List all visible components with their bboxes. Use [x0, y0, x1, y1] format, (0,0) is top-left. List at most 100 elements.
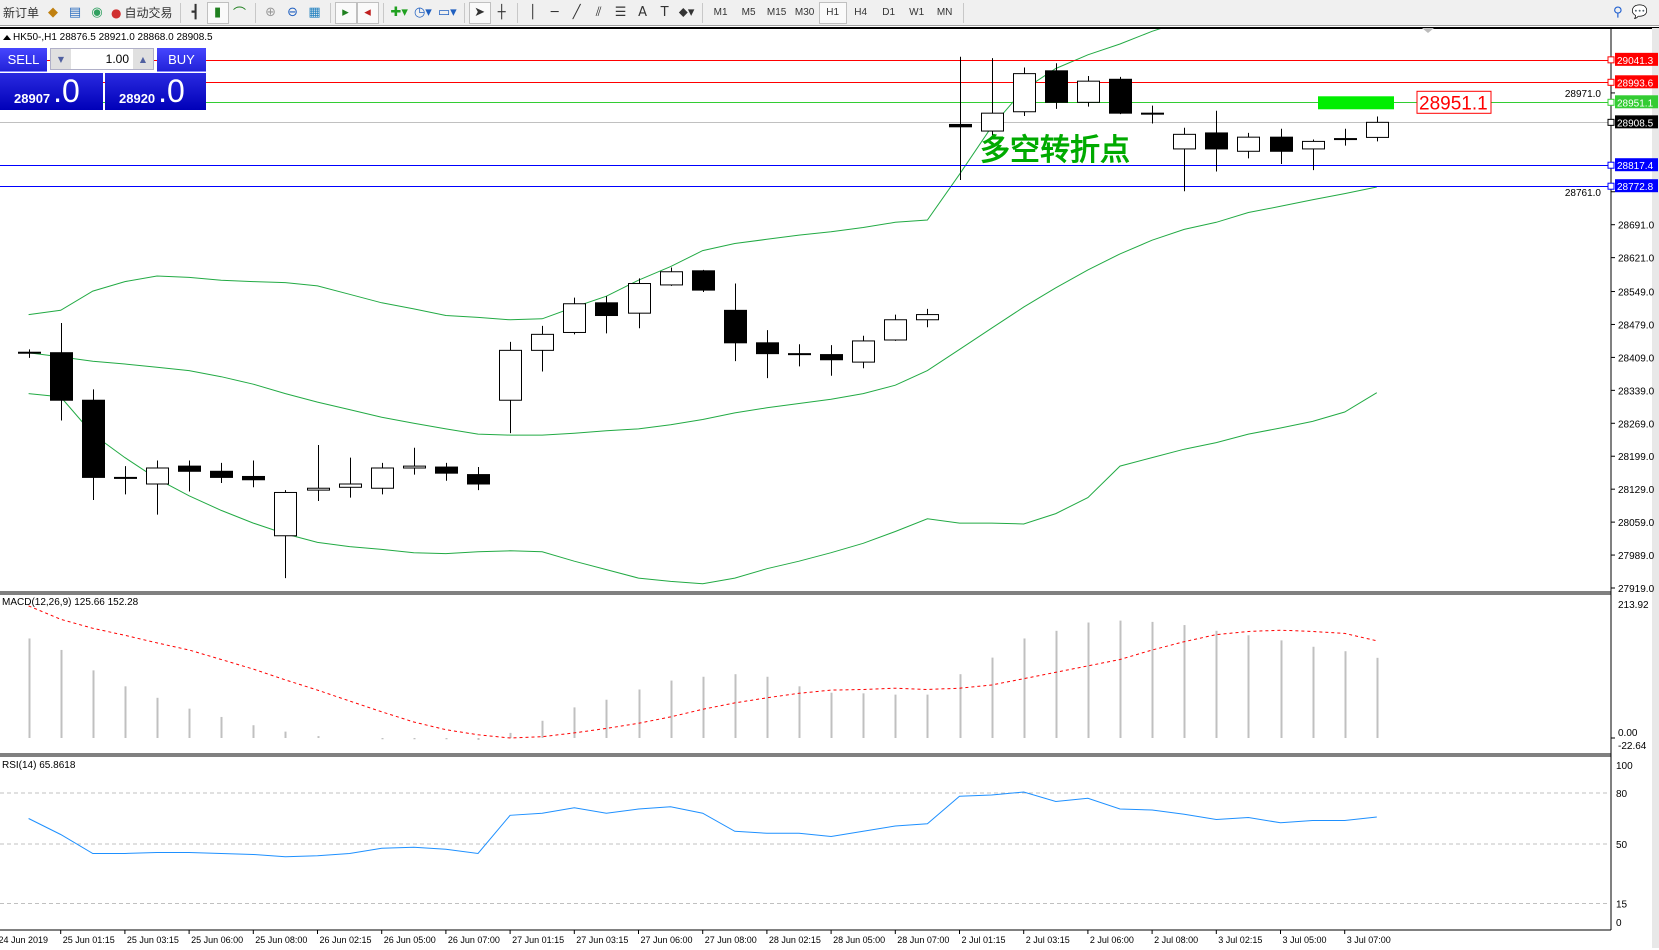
fibonacci-icon[interactable]: ☰	[614, 5, 627, 20]
hline-handle[interactable]	[1607, 78, 1615, 86]
timeframe-m15[interactable]: M15	[766, 7, 787, 18]
buy-price[interactable]: 28920 .0	[105, 73, 206, 110]
lot-size-input[interactable]: 1.00	[105, 52, 129, 66]
text-label-icon[interactable]: T	[660, 5, 669, 20]
candle	[1366, 116, 1389, 142]
price-tick-label: 28691.0	[1618, 221, 1655, 232]
price-label-box[interactable]	[1416, 90, 1492, 114]
candle	[178, 460, 201, 492]
signals-icon[interactable]: ◉	[91, 5, 103, 20]
marked-zone[interactable]	[1318, 96, 1394, 110]
chart-shift-icon[interactable]: ◂	[356, 1, 379, 24]
shift-marker-icon[interactable]	[1422, 28, 1434, 33]
rsi-label: RSI(14) 65.8618	[2, 760, 76, 771]
candle	[1173, 127, 1196, 192]
hline-handle[interactable]	[1607, 161, 1615, 169]
candle	[595, 296, 618, 334]
hline-handle[interactable]	[1607, 182, 1615, 190]
price-tick-label: 28409.0	[1618, 353, 1655, 364]
hline-label-bg	[1615, 52, 1658, 66]
macd-label: MACD(12,26,9) 125.66 152.28	[2, 597, 139, 608]
auto-scroll-icon[interactable]: ▸	[334, 1, 357, 24]
price-tick-label: 28971.0	[1565, 89, 1602, 100]
search-icon[interactable]: ⚲	[1613, 5, 1623, 20]
rsi-panel[interactable]	[0, 791, 1608, 904]
candle	[274, 490, 297, 579]
candle-body	[1173, 133, 1196, 150]
periods-icon[interactable]: ◷▾	[413, 5, 432, 20]
time-label: 27 Jun 08:00	[705, 935, 757, 945]
candle-body	[499, 349, 522, 401]
zoom-in-icon[interactable]: ⊕	[265, 5, 276, 20]
separator	[516, 2, 518, 23]
candle-body	[563, 303, 586, 333]
vertical-scrollbar[interactable]	[1652, 28, 1659, 948]
timeframe-d1[interactable]: D1	[882, 7, 896, 18]
chat-icon[interactable]: 💬	[1631, 5, 1648, 20]
candle-body	[756, 342, 779, 355]
templates-icon[interactable]: ▭▾	[437, 5, 457, 20]
time-label: 28 Jun 07:00	[897, 935, 949, 945]
price-panel[interactable]: 28951.1 多空转折点	[0, 26, 1611, 585]
navigator-icon[interactable]: ▤	[68, 5, 82, 20]
trendline-icon[interactable]: ╱	[572, 5, 581, 20]
sell-button[interactable]: SELL	[0, 48, 47, 72]
candle-body	[210, 470, 233, 478]
cursor-icon[interactable]: ➤	[468, 1, 491, 24]
line-chart-icon[interactable]: ⌒	[233, 7, 247, 22]
time-label: 28 Jun 05:00	[833, 935, 885, 945]
lot-increase-button[interactable]: ▲	[133, 49, 153, 69]
arrows-icon[interactable]: ⬥▾	[678, 5, 695, 20]
buy-button[interactable]: BUY	[157, 48, 206, 72]
horizontal-line-icon[interactable]: ─	[550, 5, 559, 20]
candle-body	[852, 340, 875, 363]
timeframe-mn[interactable]: MN	[936, 7, 953, 18]
time-label: 3 Jul 07:00	[1347, 935, 1391, 945]
hline-price-label: 28993.6	[1617, 78, 1654, 89]
market-watch-icon[interactable]: ◆	[48, 5, 59, 20]
candle-body	[274, 491, 297, 537]
text-icon[interactable]: A	[638, 5, 648, 20]
chart-info-text: HK50-,H1 28876.5 28921.0 28868.0 28908.5	[13, 32, 213, 43]
separator	[382, 2, 384, 23]
price-tick-label: 28129.0	[1618, 485, 1655, 496]
timeframe-bar: M1 M5 M15 M30 H1 H4 D1 W1 MN	[707, 1, 959, 24]
hline-handle[interactable]	[1607, 98, 1615, 106]
hline-price-label: 28908.5	[1617, 118, 1654, 129]
new-order-button[interactable]: 新订单	[3, 6, 40, 20]
candlestick-chart-icon[interactable]: ▮	[206, 1, 229, 24]
hline-label-bg	[1615, 115, 1658, 129]
price-tick-label: 27989.0	[1618, 551, 1655, 562]
candle	[82, 389, 105, 500]
auto-trading-button[interactable]: ● 自动交易	[108, 2, 176, 24]
lot-size-stepper[interactable]: ▼ 1.00 ▲	[50, 48, 154, 70]
candle	[146, 460, 169, 515]
timeframe-m1[interactable]: M1	[713, 7, 728, 18]
bar-chart-icon[interactable]: ┫	[191, 5, 200, 20]
vertical-line-icon[interactable]: │	[528, 5, 537, 20]
zoom-out-icon[interactable]: ⊖	[287, 5, 298, 20]
lot-decrease-button[interactable]: ▼	[51, 49, 71, 69]
chart-window[interactable]: 28951.1 多空转折点 29041.3 28993.6 28951.1 28908.5…	[0, 26, 1659, 950]
hline-handle[interactable]	[1607, 118, 1615, 126]
candle	[788, 344, 811, 367]
candle-body	[403, 465, 426, 469]
macd-panel[interactable]	[28, 605, 1379, 740]
candle-body	[628, 283, 651, 314]
sell-price-fraction: .0	[53, 73, 80, 109]
rsi-level-label: 15	[1616, 900, 1628, 911]
timeframe-h1[interactable]: H1	[818, 1, 847, 24]
collapse-arrow-icon[interactable]	[3, 35, 11, 40]
indicators-icon[interactable]: ✚▾	[390, 5, 408, 20]
timeframe-h4[interactable]: H4	[854, 7, 868, 18]
equidistant-channel-icon[interactable]: ⫽	[595, 5, 602, 20]
timeframe-w1[interactable]: W1	[909, 7, 925, 18]
candle	[18, 349, 41, 358]
timeframe-m5[interactable]: M5	[741, 7, 756, 18]
sell-price[interactable]: 28907 .0	[0, 73, 103, 110]
price-tick-label: 28059.0	[1618, 518, 1655, 529]
timeframe-m30[interactable]: M30	[794, 7, 815, 18]
hline-handle[interactable]	[1607, 56, 1615, 64]
crosshair-icon[interactable]: ┼	[497, 5, 506, 20]
tile-windows-icon[interactable]: ▦	[308, 5, 321, 20]
